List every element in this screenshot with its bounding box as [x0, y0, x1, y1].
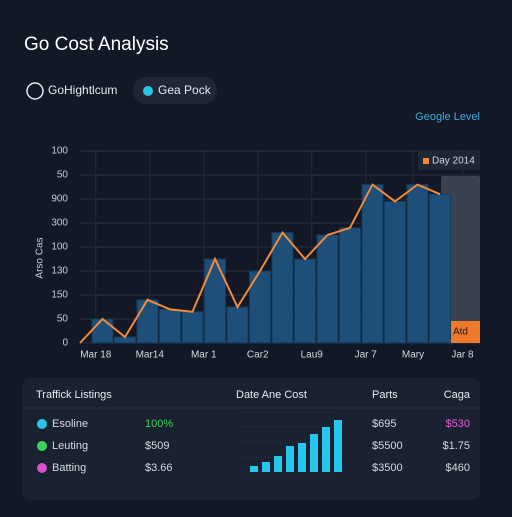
cell: $530 — [446, 418, 470, 430]
x-tick-label: Lau9 — [301, 350, 324, 361]
legend-label: Day 2014 — [432, 156, 475, 167]
link[interactable]: Geogle Level — [415, 111, 480, 123]
mini-bar — [334, 420, 342, 472]
tab[interactable]: GoHightlcum — [48, 83, 117, 97]
y-axis-title: Arso Cas — [35, 237, 46, 278]
cell: Batting — [52, 462, 86, 474]
tab-dot — [143, 86, 153, 96]
cell: 100% — [145, 418, 173, 430]
mini-bar — [298, 443, 306, 472]
cell: $695 — [372, 418, 396, 430]
bar — [316, 234, 339, 344]
tab[interactable]: Gea Pock — [158, 83, 212, 97]
table-header: Date Ane Cost — [236, 389, 307, 401]
bar — [429, 193, 451, 344]
bar — [339, 227, 361, 344]
bar — [91, 318, 114, 344]
bar — [136, 299, 159, 344]
y-tick-label: 50 — [57, 170, 69, 181]
mini-bar — [262, 462, 270, 472]
page-title: Go Cost Analysis — [24, 34, 169, 55]
tab-pill[interactable] — [133, 77, 217, 104]
y-tick-label: 300 — [51, 218, 68, 229]
cell: $460 — [446, 462, 470, 474]
y-tick-label: 100 — [51, 146, 68, 157]
x-tick-label: Car2 — [247, 350, 269, 361]
highlight-label: Atd — [453, 327, 468, 338]
y-tick-label: 130 — [51, 266, 68, 277]
y-tick-label: 900 — [51, 194, 68, 205]
y-tick-label: 150 — [51, 290, 68, 301]
table-header: Caga — [444, 389, 471, 401]
cell: $1.75 — [442, 440, 470, 452]
x-tick-label: Jar 8 — [451, 350, 474, 361]
y-tick-label: 0 — [62, 338, 68, 349]
bar — [204, 258, 226, 344]
x-tick-label: Mar 1 — [191, 350, 217, 361]
x-tick-label: Jar 7 — [355, 350, 378, 361]
y-tick-label: 100 — [51, 242, 68, 253]
bar — [181, 311, 204, 344]
bar — [271, 232, 294, 344]
x-tick-label: Mar14 — [136, 350, 165, 361]
table-header: Traffick Listings — [36, 389, 112, 401]
line — [79, 183, 441, 344]
row-dot — [37, 441, 47, 451]
bar — [384, 200, 406, 344]
cell: Esoline — [52, 418, 88, 430]
cell: $3.66 — [145, 462, 173, 474]
mini-bar — [322, 427, 330, 472]
x-tick-label: Mar 18 — [80, 350, 112, 361]
table-header: Parts — [372, 389, 398, 401]
mini-bar — [274, 456, 282, 472]
bar — [406, 184, 429, 344]
x-tick-label: Mary — [402, 350, 424, 361]
legend-box — [418, 152, 480, 170]
cell: Leuting — [52, 440, 88, 452]
mini-bar — [310, 434, 318, 472]
row-dot — [37, 419, 47, 429]
cell: $509 — [145, 440, 169, 452]
bar — [226, 306, 249, 344]
bar — [159, 308, 181, 344]
cell: $5500 — [372, 440, 403, 452]
y-tick-label: 50 — [57, 314, 69, 325]
bar — [294, 258, 316, 344]
mini-bar — [286, 446, 294, 472]
legend-swatch — [423, 158, 429, 164]
bar — [361, 184, 384, 344]
row-dot — [37, 463, 47, 473]
cell: $3500 — [372, 462, 403, 474]
mini-bar — [250, 466, 258, 472]
tab-icon — [26, 82, 44, 100]
